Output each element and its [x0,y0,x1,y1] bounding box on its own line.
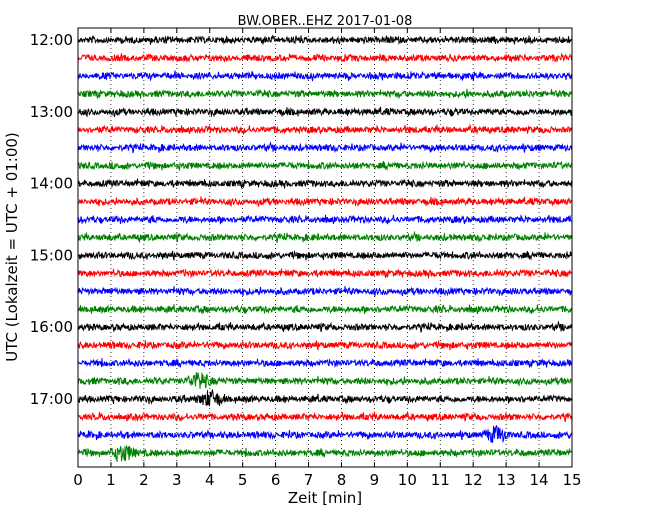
seismogram-trace [77,285,573,298]
seismogram-trace [77,88,573,100]
y-axis-label: UTC (Lokalzeit = UTC + 01:00) [3,132,21,362]
x-tick-label: 7 [304,471,314,489]
seismogram-trace [77,140,573,154]
seismogram-trace [77,372,573,389]
y-tick-label: 17:00 [30,390,73,408]
seismogram-trace [77,358,573,369]
x-tick-label: 2 [139,471,149,489]
x-tick-label: 15 [562,471,581,489]
plot-frame [77,27,573,468]
y-tick-label: 16:00 [30,318,73,336]
seismogram-trace [77,424,573,444]
seismogram-trace [77,178,573,189]
seismogram-trace [77,304,573,315]
seismogram-trace [77,249,573,261]
seismogram-trace [77,268,573,279]
seismogram-trace [77,70,573,82]
seismogram-trace [77,230,573,243]
x-axis-label: Zeit [min] [288,489,362,507]
seismogram-trace [77,34,573,46]
seismogram-trace [77,160,573,172]
seismogram-trace [77,388,573,407]
x-tick-label: 6 [271,471,281,489]
x-tick-label: 3 [172,471,182,489]
x-tick-label: 5 [238,471,248,489]
x-tick-label: 12 [464,471,483,489]
x-tick-label: 11 [431,471,450,489]
x-tick-label: 10 [398,471,417,489]
seismogram-trace [77,410,573,423]
seismogram-trace [77,106,573,118]
seismogram-trace [77,196,573,208]
y-tick-label: 12:00 [30,31,73,49]
x-tick-label: 4 [205,471,215,489]
seismogram-trace [77,320,573,333]
x-tick-label: 14 [530,471,549,489]
x-tick-label: 9 [370,471,380,489]
seismogram-trace [77,123,573,135]
y-tick-label: 14:00 [30,175,73,193]
y-tick-label: 13:00 [30,103,73,121]
chart-title: BW.OBER..EHZ 2017-01-08 [238,14,413,29]
seismogram-trace [77,445,573,462]
x-tick-label: 8 [337,471,347,489]
tick-layer: 0 1 2 3 4 5 6 7 8 9 10 11 12 13 14 1512:0013:0014:0015:… [30,28,582,489]
x-tick-label: 0 [73,471,83,489]
y-tick-label: 15:00 [30,246,73,264]
seismogram-trace [77,339,573,351]
x-tick-label: 13 [497,471,516,489]
seismogram-trace [77,214,573,225]
trace-layer [77,34,573,462]
seismogram-trace [77,52,573,64]
x-tick-label: 1 [106,471,116,489]
